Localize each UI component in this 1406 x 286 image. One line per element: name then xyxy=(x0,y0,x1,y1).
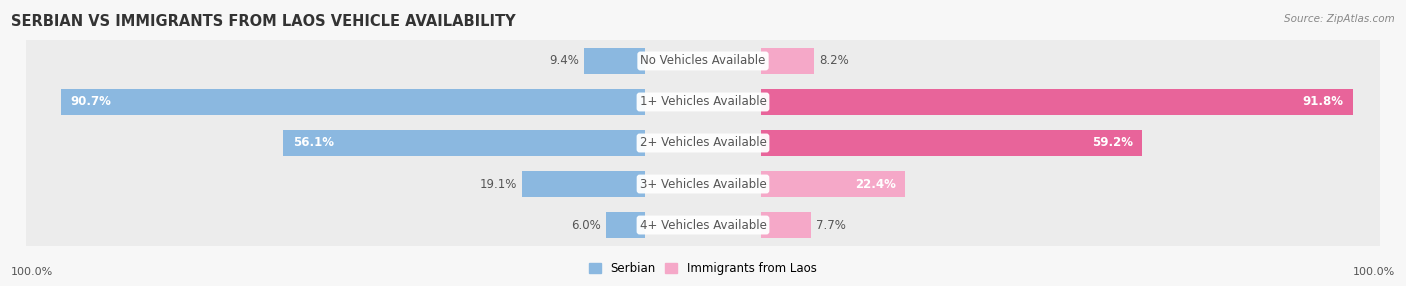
Text: 2+ Vehicles Available: 2+ Vehicles Available xyxy=(640,136,766,150)
Bar xyxy=(761,212,811,238)
Text: 90.7%: 90.7% xyxy=(70,96,111,108)
Text: 9.4%: 9.4% xyxy=(550,54,579,67)
Text: 91.8%: 91.8% xyxy=(1302,96,1343,108)
Bar xyxy=(27,164,1379,204)
Text: 56.1%: 56.1% xyxy=(294,136,335,150)
Text: 22.4%: 22.4% xyxy=(855,178,896,190)
Text: 59.2%: 59.2% xyxy=(1092,136,1133,150)
Text: 7.7%: 7.7% xyxy=(815,219,845,232)
Text: 1+ Vehicles Available: 1+ Vehicles Available xyxy=(640,96,766,108)
Text: 100.0%: 100.0% xyxy=(1353,267,1395,277)
Text: 4+ Vehicles Available: 4+ Vehicles Available xyxy=(640,219,766,232)
Text: 8.2%: 8.2% xyxy=(818,54,849,67)
Text: 3+ Vehicles Available: 3+ Vehicles Available xyxy=(640,178,766,190)
Bar xyxy=(27,122,1379,164)
Bar xyxy=(27,82,1379,122)
Bar xyxy=(761,171,905,197)
Text: No Vehicles Available: No Vehicles Available xyxy=(640,54,766,67)
Bar xyxy=(27,204,1379,245)
Bar xyxy=(606,212,645,238)
Bar xyxy=(585,48,645,74)
Text: 19.1%: 19.1% xyxy=(479,178,517,190)
Bar xyxy=(761,130,1143,156)
Bar xyxy=(761,48,814,74)
Bar xyxy=(761,89,1353,115)
Bar xyxy=(60,89,645,115)
Bar xyxy=(27,41,1379,82)
Text: SERBIAN VS IMMIGRANTS FROM LAOS VEHICLE AVAILABILITY: SERBIAN VS IMMIGRANTS FROM LAOS VEHICLE … xyxy=(11,14,516,29)
Bar xyxy=(284,130,645,156)
Text: Source: ZipAtlas.com: Source: ZipAtlas.com xyxy=(1284,14,1395,24)
Bar xyxy=(522,171,645,197)
Legend: Serbian, Immigrants from Laos: Serbian, Immigrants from Laos xyxy=(585,258,821,280)
Text: 6.0%: 6.0% xyxy=(571,219,602,232)
Text: 100.0%: 100.0% xyxy=(11,267,53,277)
